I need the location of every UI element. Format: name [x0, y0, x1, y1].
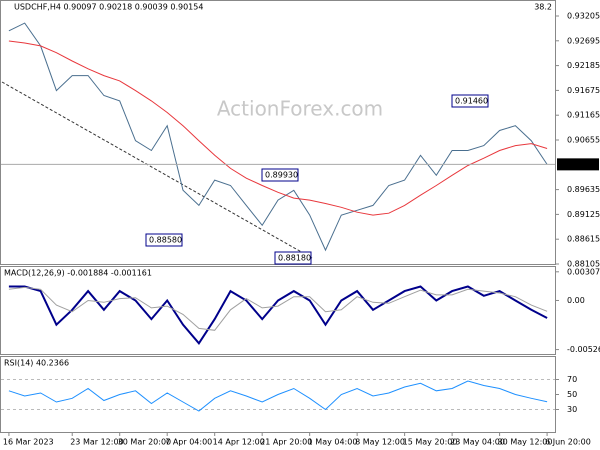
x-tick-label: 23 Mar 12:00: [70, 438, 123, 447]
y-tick-label: 0.92695: [567, 36, 600, 45]
x-tick-label: 8 May 12:00: [355, 438, 405, 447]
y-tick-label: 70: [567, 375, 577, 384]
annotation: 0.88580: [149, 236, 182, 245]
x-tick-label: 30 May 12:00: [498, 438, 553, 447]
annotation: 0.89930: [265, 171, 298, 180]
corner-label: 38.2: [534, 3, 552, 12]
y-tick-label: 0.92185: [567, 61, 600, 70]
chart-title: USDCHF,H4 0.90097 0.90218 0.90039 0.9015…: [14, 3, 203, 12]
y-tick-label: 30: [567, 405, 577, 414]
series-line: [8, 286, 548, 331]
annotation: 0.91460: [455, 97, 488, 106]
x-tick-label: 14 Apr 12:00: [213, 438, 265, 447]
x-tick-label: 6 Jun 20:00: [545, 438, 591, 447]
y-tick-label: 0.88615: [567, 235, 600, 244]
y-tick-label: 0.93205: [567, 12, 600, 21]
x-tick-label: 15 May 20:00: [403, 438, 458, 447]
annotation-box: [451, 94, 489, 108]
y-tick-label: 50: [567, 390, 577, 399]
y-tick-label: 0.88105: [567, 260, 600, 269]
y-tick-label: 0.003075: [567, 267, 600, 276]
series-line: [8, 22, 548, 252]
x-tick-label: 1 May 04:00: [308, 438, 358, 447]
price-label: 0.90154: [561, 160, 594, 169]
watermark: ActionForex.com: [217, 97, 383, 121]
x-tick-label: 21 Apr 20:00: [260, 438, 312, 447]
series-line: [8, 285, 548, 345]
y-tick-label: 0.89125: [567, 210, 600, 219]
x-tick-label: 16 Mar 2023: [3, 438, 54, 447]
annotation: 0.88180: [278, 254, 311, 263]
macd-panel: [0, 266, 556, 355]
y-tick-label: 0.91165: [567, 111, 600, 120]
annotation-box: [261, 168, 299, 182]
annotation-box: [274, 251, 312, 265]
series-line: [8, 380, 548, 412]
x-tick-label: 30 Mar 20:00: [118, 438, 171, 447]
series-line: [8, 40, 548, 216]
x-tick-label: 23 May 04:00: [450, 438, 505, 447]
y-tick-label: 0.89635: [567, 185, 600, 194]
y-tick-label: 0.00: [567, 296, 585, 305]
y-tick-label: 0.91675: [567, 86, 600, 95]
annotation-box: [145, 233, 183, 247]
y-tick-label: 0.90655: [567, 136, 600, 145]
price-box: [557, 158, 599, 171]
y-tick-label: -0.005268: [567, 345, 600, 354]
x-tick-label: 7 Apr 04:00: [165, 438, 212, 447]
macd-title: MACD(12,26,9) -0.001884 -0.001161: [4, 269, 152, 278]
rsi-title: RSI(14) 40.2366: [4, 359, 69, 368]
price-panel: [0, 0, 556, 265]
trend-line: [1, 81, 313, 259]
